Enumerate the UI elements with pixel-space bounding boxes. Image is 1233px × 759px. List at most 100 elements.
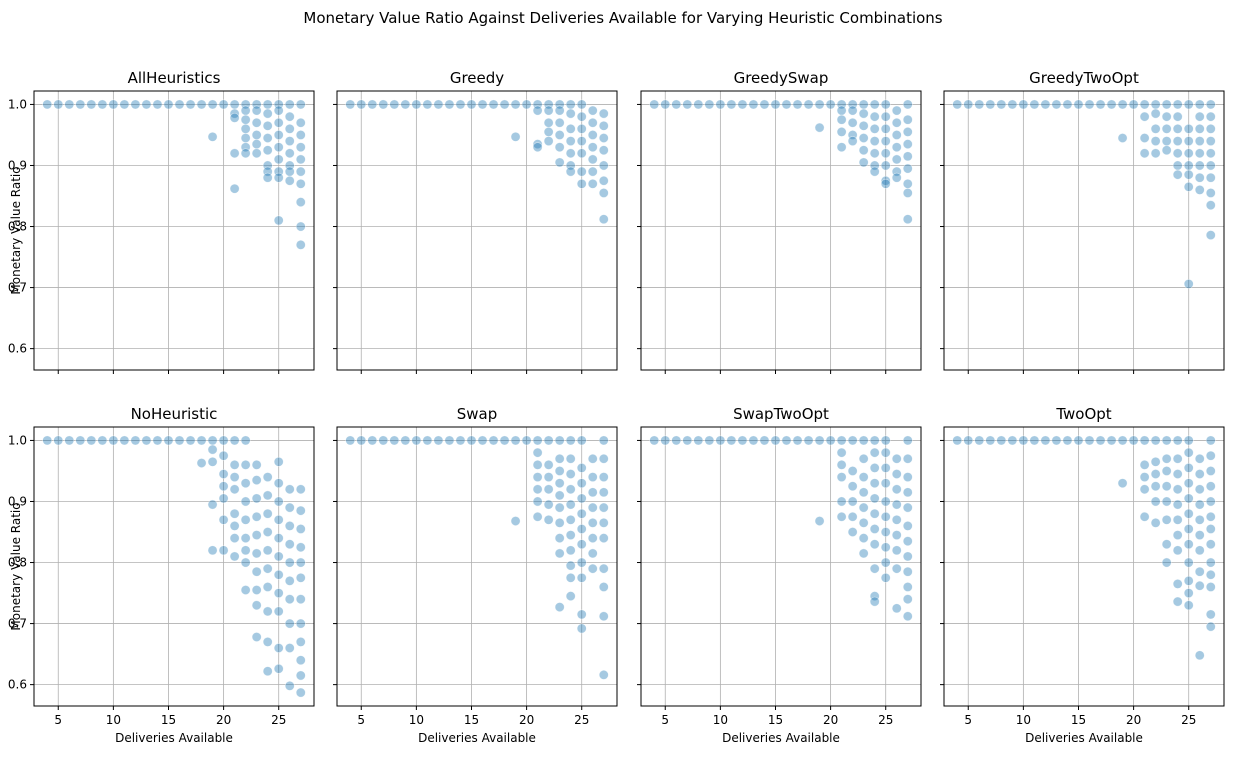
scatter-point bbox=[803, 435, 814, 446]
scatter-point bbox=[64, 99, 75, 110]
scatter-point bbox=[284, 148, 295, 159]
scatter-point bbox=[836, 114, 847, 125]
scatter-point bbox=[1194, 123, 1205, 134]
x-tick-label: 10 bbox=[713, 713, 728, 727]
axes-frame bbox=[943, 90, 1225, 371]
scatter-point bbox=[726, 99, 737, 110]
scatter-point bbox=[295, 524, 306, 534]
scatter-point bbox=[1139, 148, 1150, 159]
scatter-point bbox=[1150, 108, 1161, 119]
scatter-point bbox=[273, 478, 284, 489]
scatter-point bbox=[262, 606, 273, 617]
scatter-point bbox=[576, 478, 587, 489]
scatter-point bbox=[1194, 545, 1205, 556]
scatter-point bbox=[1172, 136, 1183, 146]
y-tick-label: 0.9 bbox=[8, 158, 27, 172]
scatter-point bbox=[1128, 435, 1139, 446]
scatter-point bbox=[262, 472, 273, 482]
scatter-point bbox=[543, 435, 554, 446]
scatter-point bbox=[240, 459, 251, 470]
scatter-point bbox=[510, 516, 521, 526]
scatter-point bbox=[543, 472, 554, 482]
scatter-point bbox=[97, 435, 108, 446]
scatter-point bbox=[598, 133, 609, 143]
scatter-point bbox=[974, 99, 985, 110]
scatter-point bbox=[587, 130, 598, 140]
scatter-point bbox=[847, 511, 858, 522]
scatter-point bbox=[576, 111, 587, 122]
scatter-point bbox=[229, 521, 240, 531]
scatter-point bbox=[858, 108, 869, 119]
scatter-point bbox=[880, 462, 891, 473]
scatter-point bbox=[1106, 99, 1117, 110]
scatter-point bbox=[400, 435, 411, 446]
subplot-allheuristics: 0.6 0.7 0.8 0.9 1.0 AllHeuristics Monetary Val… bbox=[8, 69, 315, 374]
scatter-point bbox=[891, 484, 902, 495]
scatter-point bbox=[1150, 456, 1161, 467]
scatter-point bbox=[367, 435, 378, 446]
scatter-point bbox=[196, 458, 207, 468]
scatter-point bbox=[1117, 478, 1128, 489]
scatter-point bbox=[902, 566, 913, 577]
scatter-point bbox=[814, 99, 825, 110]
subplot-title: Greedy bbox=[450, 69, 504, 87]
scatter-point bbox=[240, 133, 251, 143]
scatter-point bbox=[400, 99, 411, 110]
scatter-point bbox=[389, 435, 400, 446]
scatter-point bbox=[251, 511, 262, 522]
scatter-point bbox=[411, 435, 422, 446]
scatter-point bbox=[273, 496, 284, 507]
scatter-point bbox=[869, 462, 880, 473]
scatter-point bbox=[1205, 496, 1216, 507]
scatter-point bbox=[902, 502, 913, 513]
scatter-point bbox=[1172, 435, 1183, 446]
scatter-point bbox=[218, 481, 229, 492]
scatter-point bbox=[737, 435, 748, 446]
scatter-point bbox=[295, 166, 306, 177]
scatter-point bbox=[576, 539, 587, 550]
scatter-point bbox=[858, 99, 869, 110]
scatter-point bbox=[869, 136, 880, 146]
scatter-point bbox=[836, 459, 847, 470]
scatter-point bbox=[251, 493, 262, 504]
scatter-point bbox=[240, 114, 251, 125]
scatter-point bbox=[262, 527, 273, 537]
scatter-point bbox=[1205, 569, 1216, 580]
scatter-point bbox=[1007, 99, 1018, 110]
scatter-point bbox=[748, 435, 759, 446]
scatter-point bbox=[902, 139, 913, 150]
scatter-point bbox=[902, 126, 913, 137]
axes-frame bbox=[33, 426, 315, 707]
scatter-point bbox=[869, 596, 880, 607]
scatter-point bbox=[532, 105, 543, 116]
scatter-point bbox=[1183, 447, 1194, 458]
scatter-point bbox=[284, 99, 295, 110]
scatter-point bbox=[902, 163, 913, 174]
scatter-point bbox=[218, 545, 229, 556]
scatter-point bbox=[565, 108, 576, 119]
scatter-point bbox=[488, 435, 499, 446]
scatter-point bbox=[660, 99, 671, 110]
scatter-point bbox=[576, 524, 587, 534]
scatter-point bbox=[869, 591, 880, 602]
scatter-point bbox=[737, 99, 748, 110]
scatter-point bbox=[554, 130, 565, 140]
scatter-point bbox=[1183, 435, 1194, 446]
scatter-point bbox=[229, 484, 240, 495]
scatter-point bbox=[880, 99, 891, 110]
scatter-point bbox=[185, 99, 196, 110]
scatter-point bbox=[1172, 148, 1183, 159]
subplot-title: AllHeuristics bbox=[128, 69, 221, 87]
scatter-point bbox=[858, 157, 869, 168]
scatter-point bbox=[273, 643, 284, 653]
scatter-point bbox=[240, 545, 251, 556]
scatter-point bbox=[1172, 160, 1183, 171]
scatter-point bbox=[1183, 539, 1194, 550]
scatter-point bbox=[726, 435, 737, 446]
scatter-point bbox=[273, 172, 284, 183]
scatter-point bbox=[1183, 148, 1194, 159]
scatter-point bbox=[273, 663, 284, 674]
scatter-point bbox=[880, 478, 891, 489]
scatter-point bbox=[466, 435, 477, 446]
scatter-point bbox=[1205, 481, 1216, 492]
